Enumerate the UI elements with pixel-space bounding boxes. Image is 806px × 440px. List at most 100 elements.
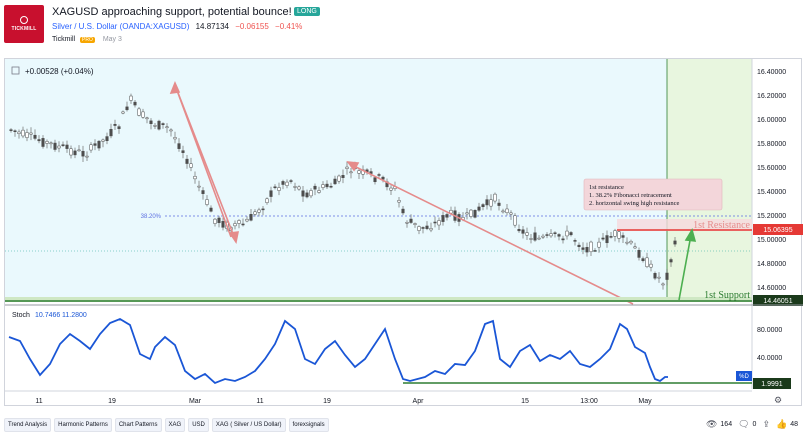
candle-body — [669, 259, 673, 263]
stoch-line — [8, 317, 668, 385]
candle-body — [505, 208, 509, 213]
candle-body — [617, 231, 621, 239]
candle-body — [413, 223, 417, 225]
candle-body — [133, 101, 137, 106]
resistance-price: 15.06395 — [763, 227, 792, 234]
candle-body — [53, 142, 57, 150]
candle-body — [409, 218, 413, 223]
bounce-arrow — [678, 227, 697, 301]
trend-arrows — [169, 80, 634, 305]
candle-body — [633, 246, 637, 249]
candle-body — [117, 126, 121, 129]
likes-count: 48 — [790, 421, 798, 428]
bounce-arrow-leg — [678, 234, 692, 301]
candle-body — [149, 120, 153, 124]
candle-body — [301, 190, 305, 197]
candle-body — [193, 175, 197, 180]
note-line-2: 2. horizontal swing high resistance — [589, 200, 680, 207]
time-tick-label: 15 — [521, 398, 529, 405]
candle-body — [637, 250, 641, 258]
arrow-channel-leg — [349, 163, 634, 305]
tag-chip[interactable]: XAG ( Silver / US Dollar) — [211, 418, 286, 432]
legend-toggle[interactable] — [11, 66, 20, 75]
candle-body — [37, 139, 41, 142]
share-stat[interactable]: ⇪ — [762, 419, 770, 430]
candle-body — [429, 228, 433, 231]
stoch-axis[interactable]: 80.0000 40.0000 — [757, 327, 782, 362]
candle-body — [649, 263, 653, 268]
candle-body — [357, 170, 361, 174]
logo-text: TICKMILL — [11, 26, 37, 32]
note-box — [583, 178, 723, 211]
chart-frame[interactable]: 16.40000 16.20000 16.00000 15.80000 15.60000… — [4, 58, 803, 407]
candle-body — [621, 235, 625, 238]
candle-body — [245, 218, 249, 222]
candle-body — [57, 145, 61, 149]
stoch-tick-label: 80.0000 — [757, 327, 782, 334]
candle-body — [589, 241, 593, 253]
tag-chip[interactable]: Harmonic Patterns — [54, 418, 112, 432]
resistance-note[interactable]: 1st resistance 1. 38.2% Fibonacci retrac… — [583, 178, 723, 211]
candle-body — [85, 155, 89, 158]
price-tick-label: 15.40000 — [757, 189, 786, 196]
candle-body — [517, 229, 521, 232]
publish-date: May 3 — [102, 36, 122, 43]
candle-body — [21, 129, 25, 137]
candle-body — [77, 149, 81, 152]
candle-body — [65, 144, 69, 149]
tag-chip[interactable]: Trend Analysis — [4, 418, 52, 432]
candle-body — [345, 166, 349, 169]
candle-body — [157, 120, 161, 130]
author-name[interactable]: Tickmill — [52, 36, 76, 43]
tag-chip[interactable]: USD — [188, 418, 209, 432]
author-logo[interactable]: TICKMILL — [4, 5, 44, 43]
candle-body — [537, 237, 541, 240]
tag-chip[interactable]: forexsignals — [288, 418, 329, 432]
price-tick-label: 14.80000 — [757, 261, 786, 268]
arrow-down-leg — [174, 84, 236, 240]
support-price-tag — [753, 295, 803, 306]
comments-count: 0 — [752, 421, 757, 428]
eye-icon: 👁 — [705, 419, 718, 429]
candle-body — [93, 143, 97, 146]
candle-body — [569, 232, 573, 236]
time-tick-label: 11 — [256, 398, 263, 405]
candle-body — [397, 200, 401, 203]
candle-body — [109, 129, 113, 137]
symbol-line: Silver / U.S. Dollar (OANDA:XAGUSD) 14.8… — [52, 22, 302, 31]
candle-body — [17, 131, 21, 134]
candle-body — [161, 123, 165, 125]
candle-body — [401, 208, 405, 214]
stoch-d-value: 11.2800 — [62, 312, 87, 319]
candle-body — [13, 130, 17, 132]
time-tick-label: 19 — [323, 398, 331, 405]
candle-body — [389, 187, 393, 191]
candle-body — [125, 106, 129, 111]
candle-body — [661, 283, 665, 286]
price-tick-label: 15.00000 — [757, 237, 786, 244]
author-line: Tickmill PRO May 3 — [52, 36, 122, 43]
time-axis[interactable]: 11 19 Mar 11 19 Apr 15 13:00 May — [35, 398, 652, 405]
settings-icon[interactable]: ⚙ — [774, 396, 782, 406]
idea-title[interactable]: XAGUSD approaching support, potential bo… — [52, 6, 292, 18]
share-icon: ⇪ — [762, 419, 770, 429]
candle-body — [61, 144, 65, 146]
candle-body — [237, 220, 241, 224]
candle-body — [605, 235, 609, 244]
candle-body — [437, 220, 441, 226]
stoch-d-badge — [736, 371, 752, 381]
comments-stat[interactable]: 🗨 0 — [738, 419, 756, 430]
candle-body — [513, 215, 517, 226]
tag-chip[interactable]: XAG — [164, 418, 186, 432]
candle-body — [657, 276, 661, 279]
price-axis[interactable]: 16.40000 16.20000 16.00000 15.80000 15.60000… — [757, 69, 786, 292]
candle-body — [441, 215, 445, 222]
note-line-1: 1. 38.2% Fibonacci retracement — [589, 192, 672, 199]
tag-chip[interactable]: Chart Patterns — [114, 418, 162, 432]
price-tick-label: 15.20000 — [757, 213, 786, 220]
chart-canvas[interactable]: 16.40000 16.20000 16.00000 15.80000 15.60000… — [5, 59, 803, 407]
candle-body — [573, 240, 577, 242]
likes-stat[interactable]: 👍 48 — [776, 419, 798, 430]
symbol-link[interactable]: Silver / U.S. Dollar (OANDA:XAGUSD) — [52, 22, 190, 31]
candle-body — [253, 211, 257, 215]
